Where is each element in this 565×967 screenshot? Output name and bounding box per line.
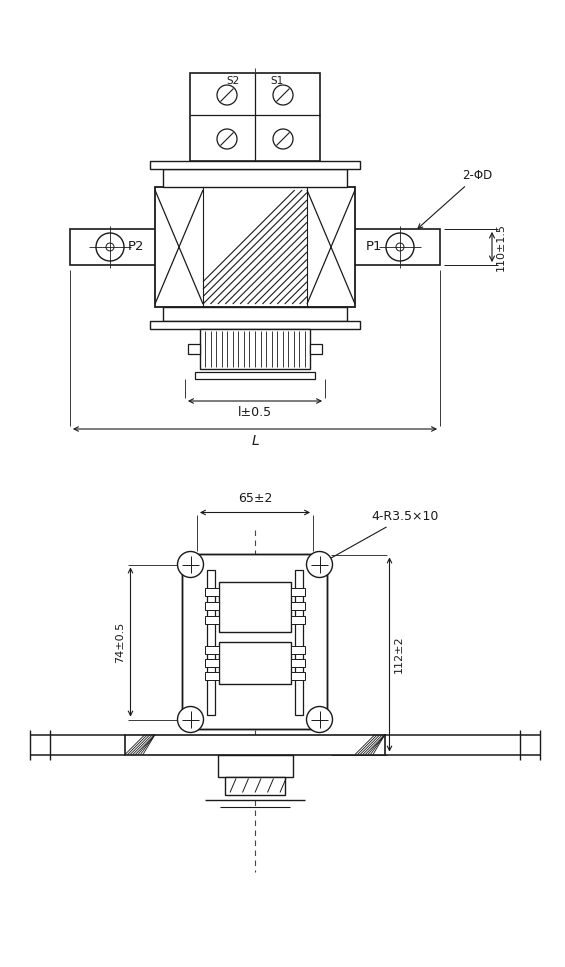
- Bar: [225, 777, 285, 795]
- Bar: [218, 754, 293, 777]
- Text: 74±0.5: 74±0.5: [115, 622, 125, 662]
- Circle shape: [106, 243, 114, 251]
- Circle shape: [96, 233, 124, 261]
- Bar: [150, 321, 360, 329]
- Bar: [125, 735, 155, 754]
- Text: S1: S1: [271, 76, 284, 86]
- Circle shape: [273, 85, 293, 105]
- Bar: [163, 169, 347, 187]
- Bar: [291, 602, 305, 610]
- Bar: [291, 616, 305, 624]
- Circle shape: [217, 85, 237, 105]
- FancyBboxPatch shape: [182, 554, 328, 729]
- Bar: [291, 659, 305, 667]
- Bar: [355, 735, 385, 754]
- Bar: [188, 344, 200, 354]
- Bar: [150, 161, 360, 169]
- Text: 110±1.5: 110±1.5: [496, 223, 506, 271]
- Bar: [205, 646, 219, 654]
- Bar: [70, 229, 440, 265]
- Text: L: L: [251, 434, 259, 448]
- Text: 4-R3.5×10: 4-R3.5×10: [323, 510, 439, 563]
- Text: 65±2: 65±2: [238, 492, 272, 506]
- Text: l±0.5: l±0.5: [238, 406, 272, 419]
- Bar: [190, 73, 320, 161]
- Circle shape: [306, 707, 332, 732]
- Bar: [155, 187, 355, 307]
- Circle shape: [177, 707, 203, 732]
- Bar: [310, 344, 322, 354]
- Bar: [195, 372, 315, 379]
- Bar: [205, 602, 219, 610]
- Bar: [200, 329, 310, 369]
- Text: P2: P2: [128, 240, 145, 252]
- Text: 112±2: 112±2: [393, 635, 403, 673]
- Bar: [155, 187, 355, 307]
- Bar: [291, 672, 305, 680]
- Bar: [205, 659, 219, 667]
- Bar: [205, 616, 219, 624]
- Bar: [291, 588, 305, 596]
- Bar: [291, 646, 305, 654]
- Bar: [125, 735, 385, 754]
- Bar: [219, 582, 291, 632]
- Text: P1: P1: [366, 240, 382, 252]
- Bar: [163, 307, 347, 321]
- Circle shape: [306, 551, 332, 577]
- Circle shape: [217, 129, 237, 149]
- Circle shape: [386, 233, 414, 261]
- Text: 2-ΦD: 2-ΦD: [418, 169, 492, 228]
- Text: S2: S2: [227, 76, 240, 86]
- Bar: [219, 642, 291, 684]
- Bar: [207, 570, 215, 715]
- Bar: [205, 672, 219, 680]
- Circle shape: [273, 129, 293, 149]
- Bar: [295, 570, 303, 715]
- Circle shape: [177, 551, 203, 577]
- Bar: [205, 588, 219, 596]
- Circle shape: [396, 243, 404, 251]
